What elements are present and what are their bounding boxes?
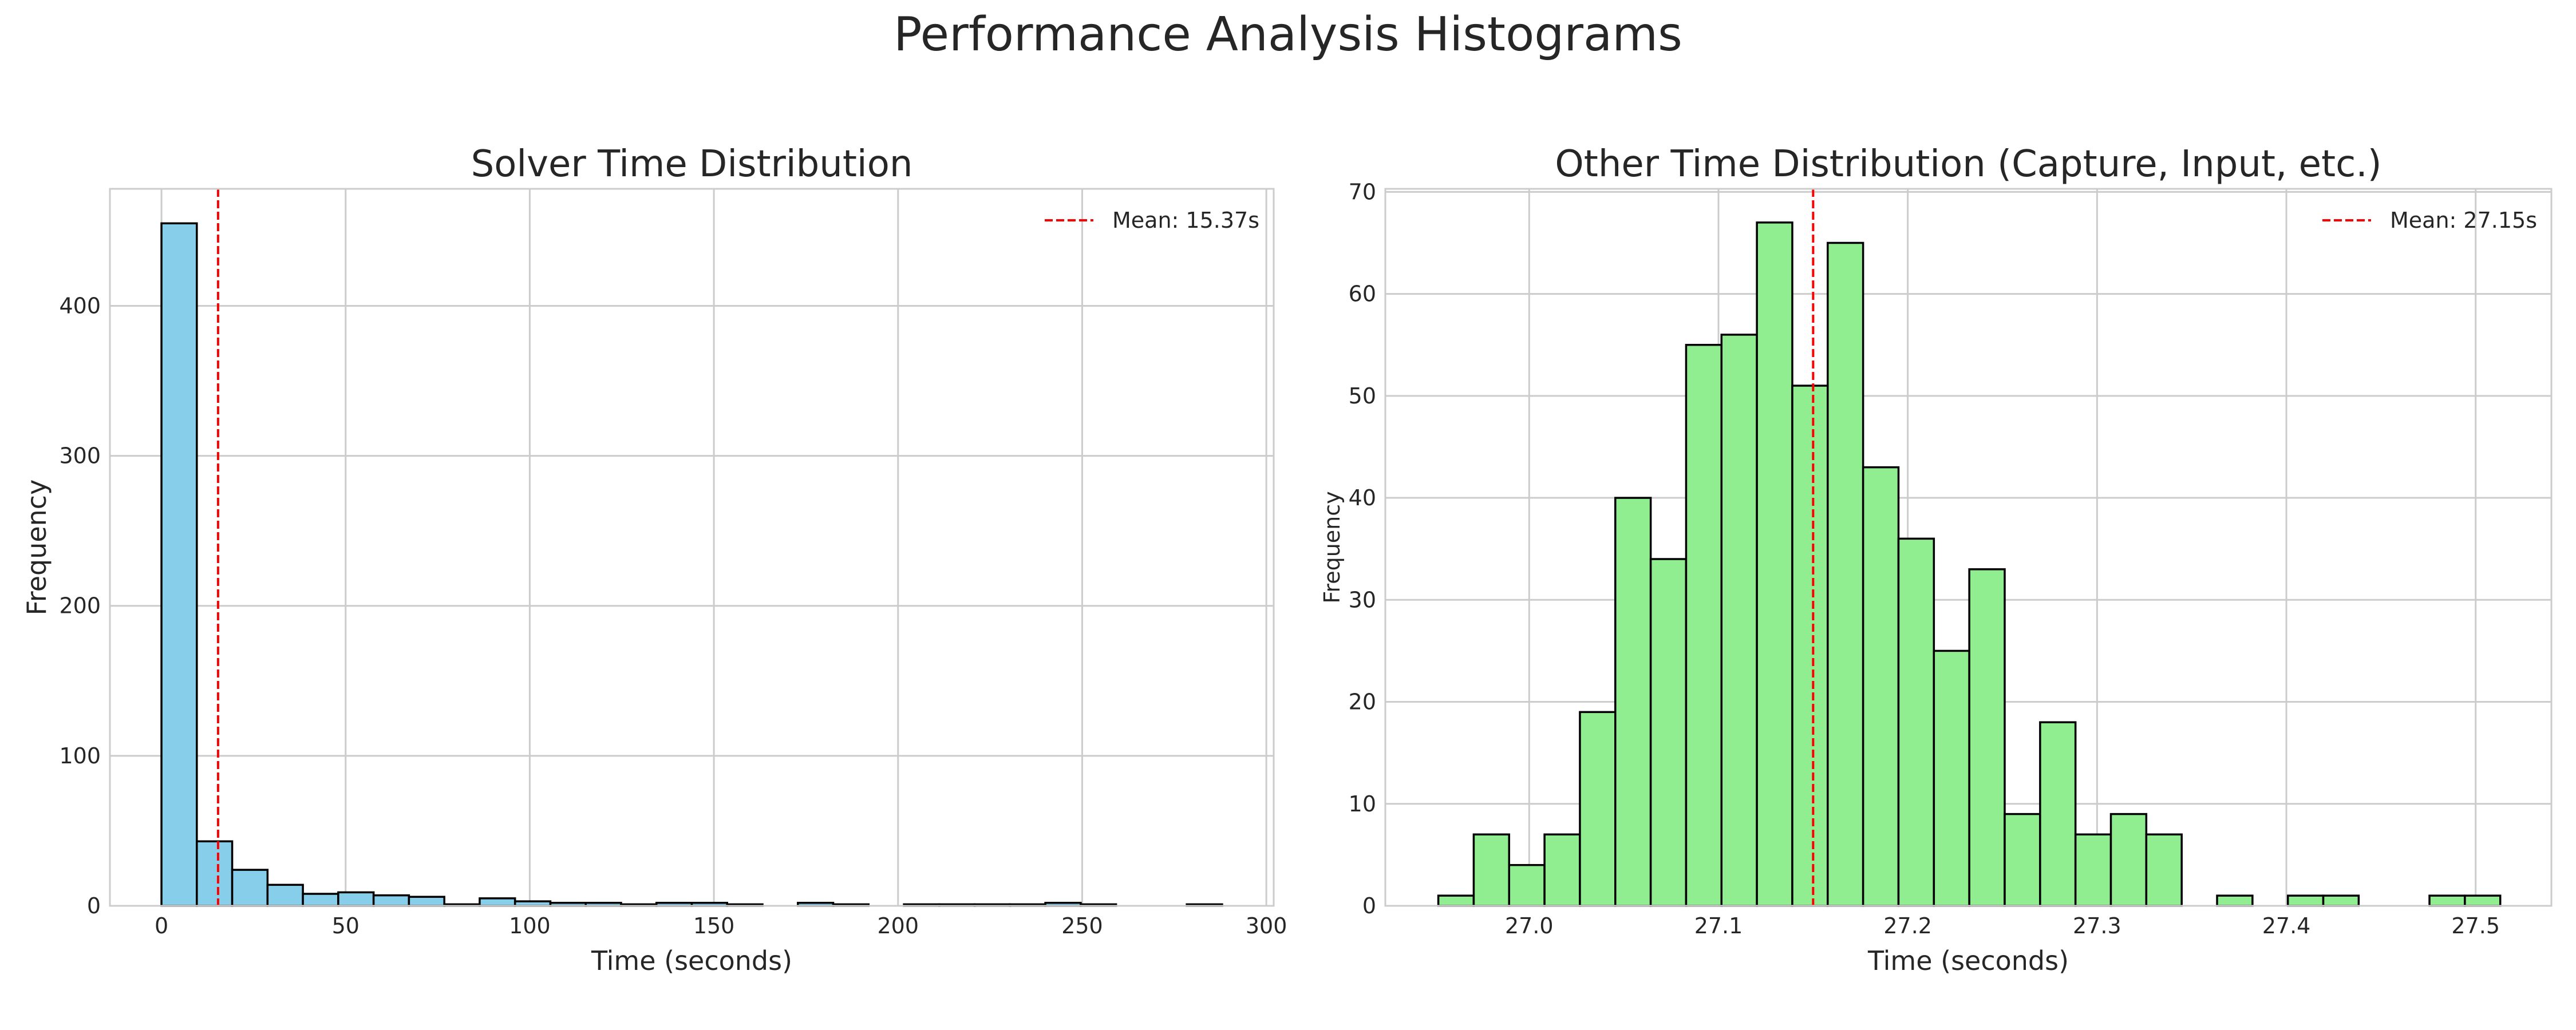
histogram-bar — [1685, 343, 1723, 907]
x-tick-label: 27.5 — [2451, 913, 2500, 938]
histogram-bar — [2145, 833, 2183, 907]
histogram-bar — [2109, 813, 2148, 907]
histogram-bar — [2039, 721, 2077, 907]
histogram-bars — [160, 222, 1223, 907]
y-tick-label: 50 — [1349, 383, 1376, 409]
histogram-solver-time: Solver Time Distribution Time (seconds) … — [21, 143, 1287, 976]
histogram-bar — [1862, 466, 1900, 907]
y-tick-label: 30 — [1349, 587, 1376, 612]
y-tick-label: 0 — [1362, 893, 1376, 918]
histogram-bar — [1791, 385, 1829, 907]
histogram-bar — [302, 893, 339, 907]
histogram-bar — [1933, 649, 1970, 907]
y-axis-label: Frequency — [21, 480, 52, 616]
y-axis-label: Frequency — [1319, 491, 1345, 603]
histogram-bar — [1649, 558, 1688, 907]
histogram-bar — [266, 884, 304, 907]
x-tick-label: 27.0 — [1505, 913, 1554, 938]
x-axis-label: Time (seconds) — [1867, 945, 2069, 976]
figure-suptitle: Performance Analysis Histograms — [894, 7, 1682, 62]
x-tick-label: 250 — [1061, 913, 1103, 938]
histogram-bar — [2286, 894, 2325, 907]
histogram-bar — [1437, 894, 1475, 907]
legend: Mean: 27.15s — [2322, 208, 2537, 233]
y-tick-labels: 0 100 200 300 400 — [59, 293, 101, 918]
histogram-bar — [1579, 711, 1617, 907]
histogram-bar — [2464, 894, 2502, 907]
y-tick-label: 300 — [59, 443, 101, 469]
x-tick-label: 27.1 — [1694, 913, 1743, 938]
histogram-bar — [408, 896, 445, 907]
histogram-bar — [1756, 221, 1793, 907]
x-tick-labels: 0 50 100 150 200 250 300 — [155, 913, 1287, 938]
histogram-bar — [2216, 894, 2254, 907]
histogram-bar — [2428, 894, 2466, 907]
y-tick-label: 400 — [59, 293, 101, 318]
plot-frame — [1384, 188, 2553, 907]
y-tick-label: 200 — [59, 593, 101, 619]
x-tick-labels: 27.0 27.1 27.2 27.3 27.4 27.5 — [1505, 913, 2500, 938]
histogram-bar — [160, 222, 198, 907]
histogram-bar — [2074, 833, 2112, 907]
x-tick-label: 50 — [332, 913, 359, 938]
legend: Mean: 15.37s — [1045, 208, 1259, 233]
legend-mean-label: Mean: 15.37s — [1112, 208, 1259, 233]
x-tick-label: 27.2 — [1883, 913, 1932, 938]
histogram-bar — [196, 840, 234, 907]
y-tick-label: 70 — [1349, 179, 1376, 204]
histogram-bar — [1543, 833, 1581, 907]
plot-frame — [109, 188, 1275, 907]
histogram-bar — [1614, 497, 1652, 907]
y-tick-label: 100 — [59, 743, 101, 768]
y-tick-label: 40 — [1349, 485, 1376, 510]
x-tick-label: 100 — [509, 913, 551, 938]
histogram-bar — [1472, 833, 1511, 907]
histogram-bar — [231, 869, 269, 907]
x-tick-label: 0 — [155, 913, 168, 938]
histogram-bar — [1968, 568, 2006, 907]
histogram-bar — [1508, 863, 1546, 907]
histogram-bar — [1827, 241, 1864, 907]
x-axis-label: Time (seconds) — [591, 945, 792, 976]
x-tick-label: 150 — [693, 913, 735, 938]
chart-title: Solver Time Distribution — [471, 143, 913, 185]
histogram-other-time: Other Time Distribution (Capture, Input,… — [1319, 143, 2553, 976]
x-tick-label: 300 — [1246, 913, 1287, 938]
y-tick-label: 60 — [1349, 282, 1376, 307]
y-tick-label: 0 — [87, 893, 101, 918]
histogram-bar — [337, 891, 375, 907]
histogram-bar — [372, 894, 410, 907]
x-tick-label: 27.4 — [2262, 913, 2311, 938]
histogram-bar — [2004, 813, 2041, 907]
grid-lines — [110, 189, 1274, 907]
x-tick-label: 27.3 — [2073, 913, 2121, 938]
y-tick-labels: 0 10 20 30 40 50 60 70 — [1349, 179, 1376, 918]
legend-mean-label: Mean: 27.15s — [2390, 208, 2537, 233]
x-tick-label: 200 — [878, 913, 919, 938]
histogram-bars — [1437, 221, 2502, 907]
histogram-bar — [1897, 537, 1935, 907]
y-tick-label: 10 — [1349, 791, 1376, 817]
chart-title: Other Time Distribution (Capture, Input,… — [1555, 143, 2381, 185]
histogram-bar — [479, 897, 516, 907]
histogram-bar — [1720, 334, 1758, 907]
y-tick-label: 20 — [1349, 690, 1376, 715]
histogram-bar — [2322, 894, 2360, 907]
